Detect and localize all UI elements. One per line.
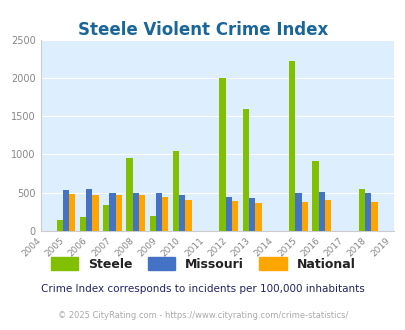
Bar	[312, 161, 318, 231]
Bar	[57, 219, 63, 231]
Bar	[162, 197, 168, 231]
Bar	[179, 195, 185, 231]
Bar	[255, 203, 261, 231]
Bar	[86, 189, 92, 231]
Bar	[149, 216, 156, 231]
Bar	[103, 205, 109, 231]
Text: © 2025 CityRating.com - https://www.cityrating.com/crime-statistics/: © 2025 CityRating.com - https://www.city…	[58, 311, 347, 320]
Bar	[248, 198, 255, 231]
Bar	[301, 202, 307, 231]
Text: Steele Violent Crime Index: Steele Violent Crime Index	[78, 21, 327, 40]
Bar	[69, 194, 75, 231]
Bar	[185, 200, 191, 231]
Bar	[295, 193, 301, 231]
Text: Crime Index corresponds to incidents per 100,000 inhabitants: Crime Index corresponds to incidents per…	[41, 284, 364, 294]
Bar	[132, 193, 139, 231]
Bar	[173, 150, 179, 231]
Bar	[358, 188, 364, 231]
Bar	[80, 217, 86, 231]
Bar	[139, 195, 145, 231]
Bar	[92, 195, 98, 231]
Bar	[109, 193, 115, 231]
Bar	[371, 202, 377, 231]
Legend: Steele, Missouri, National: Steele, Missouri, National	[45, 252, 360, 276]
Bar	[126, 157, 132, 231]
Bar	[225, 197, 231, 231]
Bar	[242, 109, 248, 231]
Bar	[63, 190, 69, 231]
Bar	[156, 193, 162, 231]
Bar	[219, 78, 225, 231]
Bar	[288, 61, 295, 231]
Bar	[115, 195, 122, 231]
Bar	[318, 192, 324, 231]
Bar	[324, 200, 330, 231]
Bar	[231, 201, 238, 231]
Bar	[364, 193, 371, 231]
